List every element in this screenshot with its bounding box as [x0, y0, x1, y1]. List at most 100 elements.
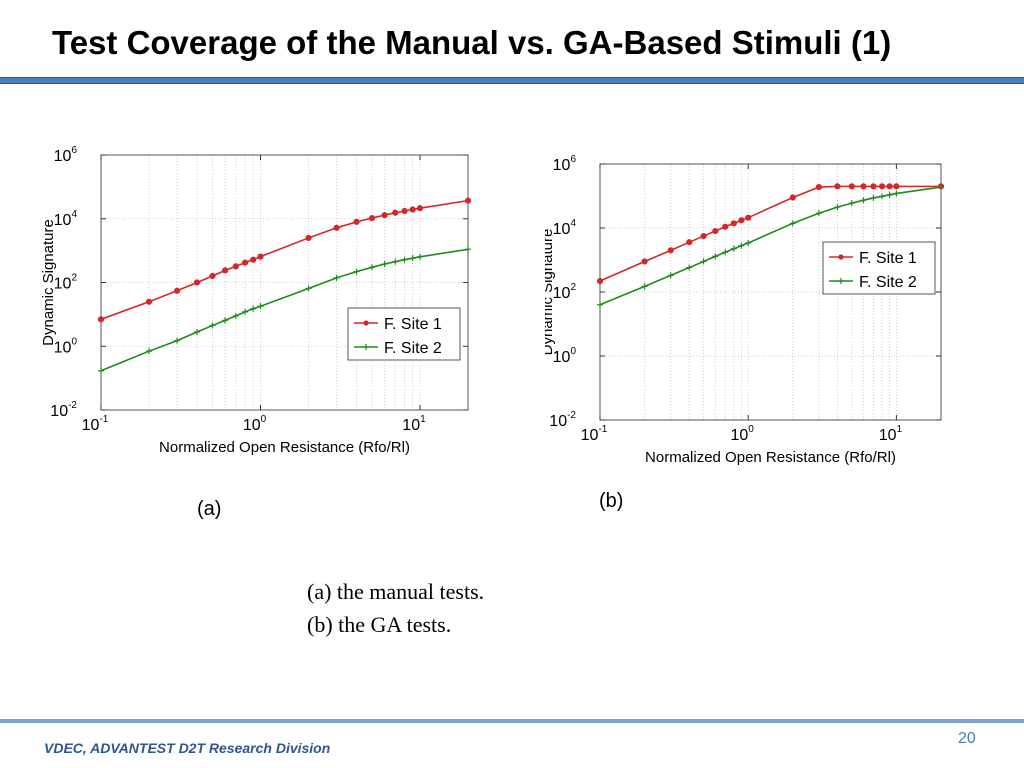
footer-text: VDEC, ADVANTEST D2T Research Division [44, 740, 331, 756]
data-point [232, 312, 239, 319]
data-point [98, 367, 104, 374]
legend-item: F. Site 2 [829, 274, 917, 291]
caption-line-2: (b) the GA tests. [307, 612, 452, 637]
data-point [641, 283, 648, 290]
data-point [597, 301, 603, 308]
data-point [333, 224, 340, 231]
x-tick-label: 101 [879, 424, 903, 444]
series-2 [597, 184, 944, 308]
legend-item: F. Site 1 [354, 316, 442, 333]
y-axis-label: Dynamic Signature [545, 229, 556, 356]
data-point [686, 239, 693, 246]
y-axis-label: Dynamic Signature [40, 219, 57, 346]
data-point [465, 246, 471, 253]
data-point [722, 223, 729, 230]
slide-title: Test Coverage of the Manual vs. GA-Based… [52, 24, 892, 61]
data-point [209, 272, 216, 280]
data-point [401, 256, 408, 263]
data-point [686, 264, 693, 271]
chart-b: 10-1 100 101 10-2 100 102 104 106 Normalized Ope… [545, 154, 945, 466]
data-point [333, 274, 340, 281]
y-tick-label: 106 [54, 145, 78, 165]
data-point [712, 253, 719, 260]
data-point [789, 220, 796, 227]
data-point [722, 249, 729, 256]
data-point [250, 305, 257, 312]
data-point [815, 183, 823, 191]
data-point [815, 210, 822, 217]
data-point [194, 328, 201, 335]
data-point [381, 212, 388, 219]
legend: F. Site 1 F. Site 2 [347, 307, 461, 361]
data-point [641, 258, 648, 265]
x-tick-label: 100 [731, 424, 755, 444]
legend-box [822, 241, 936, 295]
data-point [893, 190, 900, 197]
legend-item: F. Site 1 [829, 250, 917, 267]
legend-label: F. Site 2 [384, 340, 442, 357]
data-point [416, 205, 424, 212]
data-point [860, 183, 867, 190]
data-point [464, 197, 472, 204]
data-point [730, 220, 737, 227]
legend-label: F. Site 1 [859, 250, 917, 267]
data-point [738, 242, 745, 249]
data-point [368, 264, 375, 271]
data-point [381, 261, 388, 268]
data-point [146, 348, 153, 355]
title-divider [0, 77, 1024, 84]
data-point [353, 268, 360, 275]
data-point [145, 298, 153, 305]
panel-label-b: (b) [599, 490, 624, 512]
x-axis-label: Normalized Open Resistance (Rfo/Rl) [645, 449, 896, 466]
series-1 [596, 183, 945, 285]
data-point [870, 183, 877, 190]
data-point [712, 228, 719, 235]
data-point [193, 279, 201, 286]
data-point [893, 183, 900, 190]
data-point [860, 197, 867, 204]
y-tick-label: 104 [553, 218, 577, 238]
data-point [368, 214, 376, 222]
x-tick-label: 10-1 [581, 424, 608, 444]
x-tick-label: 100 [243, 414, 267, 434]
data-point [209, 322, 216, 329]
chart-a: 10-1 100 101 10-2 100 102 104 106 Normalized Ope… [40, 145, 472, 456]
data-point [886, 183, 893, 190]
legend-item: F. Site 2 [354, 340, 442, 357]
data-point [745, 214, 752, 221]
y-tick-label: 10-2 [50, 400, 77, 420]
data-point [305, 234, 312, 242]
data-point [250, 256, 257, 263]
data-point [232, 263, 239, 270]
data-point [409, 255, 416, 262]
y-tick-label: 100 [54, 336, 78, 356]
x-axis-label: Normalized Open Resistance (Rfo/Rl) [159, 439, 410, 456]
y-tick-label: 104 [54, 209, 78, 229]
data-point [97, 316, 105, 323]
data-point [416, 253, 423, 260]
data-point [257, 303, 264, 310]
series-1 [97, 197, 472, 323]
caption-line-1: (a) the manual tests. [307, 579, 485, 604]
data-point [730, 245, 737, 252]
data-point [409, 206, 416, 213]
data-point [174, 337, 181, 344]
data-point [173, 287, 181, 294]
data-point [789, 194, 796, 201]
data-point [878, 183, 886, 190]
data-point [700, 232, 707, 240]
data-point [938, 184, 944, 191]
data-point [667, 247, 674, 254]
data-point [738, 217, 745, 224]
data-point [745, 239, 752, 246]
legend-label: F. Site 2 [859, 274, 917, 291]
data-point [700, 258, 707, 265]
series-2 [98, 246, 471, 374]
footer-divider [0, 719, 1024, 723]
legend: F. Site 1 F. Site 2 [822, 241, 936, 295]
data-point [886, 191, 893, 198]
y-tick-label: 102 [54, 273, 78, 293]
legend-box [347, 307, 461, 361]
y-tick-label: 10-2 [549, 410, 576, 430]
